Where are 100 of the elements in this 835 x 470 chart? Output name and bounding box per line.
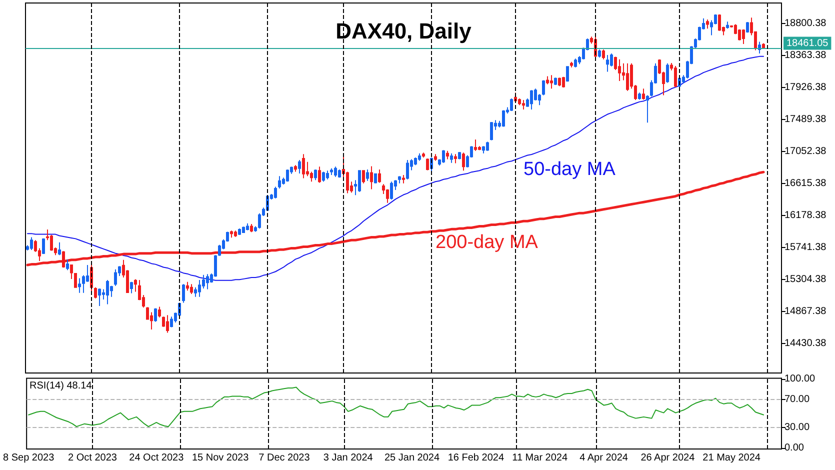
x-tick-label: 8 Sep 2023 (2, 452, 55, 464)
candlestick (746, 22, 749, 34)
x-tick-label: 15 Nov 2023 (192, 452, 250, 464)
candlestick (134, 278, 137, 292)
candlestick (450, 152, 453, 164)
candlestick (674, 65, 677, 88)
y-tick-label: 17489.38 (784, 114, 827, 125)
candlestick (186, 281, 189, 292)
candlestick (502, 110, 505, 128)
candlestick (554, 77, 557, 86)
candlestick (474, 139, 477, 152)
candlestick (190, 284, 193, 294)
candlestick (418, 152, 421, 162)
candlestick (250, 224, 253, 233)
candlestick (314, 169, 317, 181)
candlestick (482, 146, 485, 154)
candlestick (638, 92, 641, 100)
candlestick (606, 54, 609, 72)
x-tick-label: 25 Jan 2024 (384, 452, 440, 464)
ref-line-label: 18461.05 (786, 38, 829, 49)
candlestick (646, 94, 649, 124)
candlestick (422, 152, 425, 158)
candlestick (598, 48, 601, 58)
candlestick (58, 242, 61, 256)
candlestick (550, 74, 553, 90)
y-tick-label: 18800.38 (784, 18, 827, 29)
candlestick (98, 288, 101, 307)
y-tick-label: 30.00 (784, 422, 810, 433)
candlestick (530, 90, 533, 110)
candlestick (94, 286, 97, 299)
candlestick (390, 181, 393, 200)
y-tick-label: 17052.38 (784, 146, 827, 157)
y-tick-label: 14867.38 (784, 306, 827, 317)
candlestick (166, 314, 169, 334)
candlestick (370, 166, 373, 190)
candlestick (182, 284, 185, 304)
candlestick (366, 169, 369, 182)
candlestick (522, 99, 525, 110)
candlestick (106, 280, 109, 305)
y-tick-label: 15741.38 (784, 242, 827, 253)
candlestick (442, 150, 445, 164)
candlestick (618, 58, 621, 82)
candlestick (230, 230, 233, 238)
candlestick (574, 58, 577, 68)
candlestick (626, 62, 629, 92)
x-tick-label: 4 Apr 2024 (580, 452, 628, 464)
candlestick (294, 164, 297, 172)
y-tick-label: 17926.38 (784, 82, 827, 93)
candlestick (130, 281, 133, 294)
candlestick (398, 176, 401, 184)
candlestick (334, 166, 337, 178)
candlestick (566, 66, 569, 82)
candlestick (234, 230, 237, 238)
candlestick (302, 154, 305, 179)
candlestick (322, 171, 325, 182)
candlestick (642, 88, 645, 100)
candlestick (406, 160, 409, 180)
candlestick (446, 150, 449, 160)
text: DAX40, Daily (336, 18, 472, 44)
candlestick (434, 154, 437, 162)
candlestick (458, 151, 461, 160)
x-tick-label: 21 May 2024 (702, 452, 761, 464)
candlestick (66, 259, 69, 271)
candlestick (286, 169, 289, 182)
y-tick-label: 0.00 (784, 442, 804, 454)
candlestick (490, 121, 493, 141)
candlestick (274, 186, 277, 199)
y-tick-label: 16178.38 (784, 210, 827, 221)
candlestick (462, 152, 465, 172)
candlestick (542, 80, 545, 96)
x-tick-label: 16 Feb 2024 (448, 452, 504, 464)
candlestick (402, 174, 405, 184)
candlestick (454, 154, 457, 164)
candlestick (706, 18, 709, 30)
candlestick (546, 76, 549, 85)
x-tick-label: 7 Dec 2023 (258, 452, 310, 464)
chart-title: RSI(14) 48.14 (30, 380, 92, 392)
y-tick-label: 18363.38 (784, 50, 827, 61)
candlestick (374, 173, 377, 184)
candlestick (602, 48, 605, 60)
candlestick (558, 77, 561, 87)
y-tick-label: 15304.38 (784, 274, 827, 285)
candlestick (718, 14, 721, 32)
x-tick-label: 26 Apr 2024 (640, 452, 696, 464)
x-tick-label: 3 Jan 2024 (323, 452, 374, 464)
candlestick (570, 61, 573, 68)
x-tick-label: 2 Oct 2023 (68, 452, 118, 464)
y-tick-label: 70.00 (784, 394, 810, 406)
candlestick (74, 272, 77, 288)
candlestick (238, 228, 241, 236)
candlestick (242, 226, 245, 234)
candlestick (378, 169, 381, 184)
candlestick (78, 278, 81, 294)
line-series (27, 56, 764, 281)
candlestick (298, 160, 301, 174)
candlestick (666, 62, 669, 84)
candlestick (486, 141, 489, 152)
candlestick (330, 168, 333, 176)
candlestick (154, 308, 157, 322)
series-label: 50-day MA (524, 159, 616, 180)
